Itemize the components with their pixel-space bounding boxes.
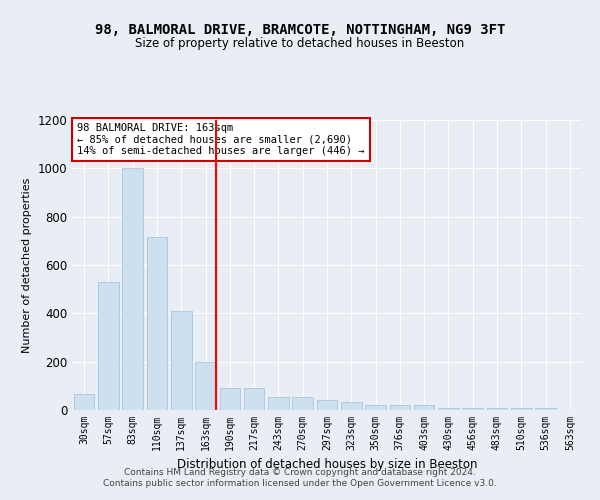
Bar <box>317 400 337 410</box>
Bar <box>511 408 532 410</box>
Bar <box>146 237 167 410</box>
Text: 98, BALMORAL DRIVE, BRAMCOTE, NOTTINGHAM, NG9 3FT: 98, BALMORAL DRIVE, BRAMCOTE, NOTTINGHAM… <box>95 22 505 36</box>
Bar <box>98 282 119 410</box>
Text: Contains HM Land Registry data © Crown copyright and database right 2024.
Contai: Contains HM Land Registry data © Crown c… <box>103 468 497 487</box>
Bar <box>220 388 240 410</box>
Text: 98 BALMORAL DRIVE: 163sqm
← 85% of detached houses are smaller (2,690)
14% of se: 98 BALMORAL DRIVE: 163sqm ← 85% of detac… <box>77 123 365 156</box>
Bar <box>341 402 362 410</box>
Text: Size of property relative to detached houses in Beeston: Size of property relative to detached ho… <box>136 38 464 51</box>
Bar <box>438 408 459 410</box>
Bar <box>74 394 94 410</box>
Bar <box>171 311 191 410</box>
Bar <box>292 396 313 410</box>
Bar <box>122 168 143 410</box>
Y-axis label: Number of detached properties: Number of detached properties <box>22 178 32 352</box>
Bar <box>463 408 483 410</box>
Bar <box>268 396 289 410</box>
Bar <box>195 362 216 410</box>
Bar <box>414 405 434 410</box>
Bar <box>389 405 410 410</box>
Bar <box>487 408 508 410</box>
Bar <box>365 405 386 410</box>
Bar <box>244 388 265 410</box>
X-axis label: Distribution of detached houses by size in Beeston: Distribution of detached houses by size … <box>177 458 477 471</box>
Bar <box>535 408 556 410</box>
